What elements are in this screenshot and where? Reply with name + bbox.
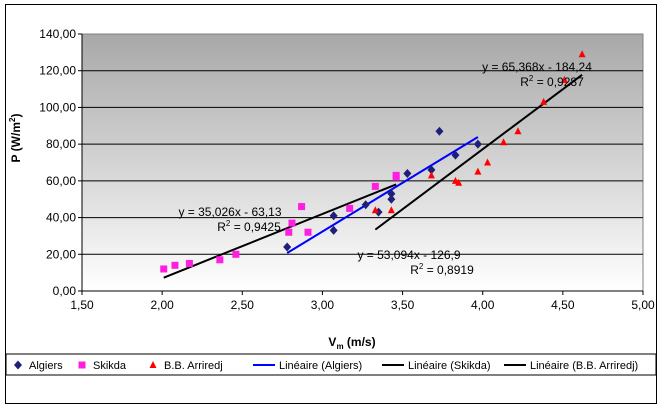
data-point	[361, 200, 370, 210]
y-tick-label: 0,00	[53, 284, 77, 298]
legend-label: Linéaire (B.B. Arriredj)	[530, 360, 638, 372]
data-point	[451, 150, 460, 160]
legend-label: Algiers	[29, 360, 63, 372]
x-axis-label-main: V	[328, 335, 336, 349]
y-axis-label-sup: 2	[8, 117, 17, 122]
data-point	[514, 127, 522, 135]
trendline-equation: y = 65,368x - 184,24	[482, 60, 592, 74]
y-tick-label: 80,00	[46, 137, 76, 151]
data-point	[387, 206, 395, 214]
data-point	[285, 228, 293, 236]
data-point	[578, 50, 586, 58]
chart-frame: 0,00 20,00 40,00 60,00 80,00 100,00 120,00 140,…	[5, 4, 657, 404]
legend-label: Skikda	[93, 360, 127, 372]
r-squared-prefix: R	[520, 75, 529, 89]
x-tick-label: 1,50	[70, 298, 94, 312]
y-tick-label: 60,00	[46, 174, 76, 188]
r-squared-prefix: R	[410, 263, 419, 277]
data-point	[403, 169, 412, 179]
tick-labels: 0,00 20,00 40,00 60,00 80,00 100,00 120,00 140,…	[39, 27, 655, 312]
data-point	[371, 182, 379, 190]
data-point	[455, 178, 463, 186]
y-tick-label: 40,00	[46, 211, 76, 225]
data-point	[392, 171, 400, 179]
legend-label: B.B. Arriredj	[164, 360, 223, 372]
legend-marker	[78, 361, 86, 369]
trendline-equation: y = 53,094x - 126,9	[357, 248, 460, 262]
r-squared-sup: 2	[529, 74, 534, 83]
y-tick-label: 100,00	[39, 100, 76, 114]
y-tick-label: 140,00	[39, 27, 76, 41]
x-tick-label: 2,50	[231, 298, 255, 312]
legend-marker	[149, 361, 157, 368]
data-point	[216, 256, 224, 264]
trendline-r-squared: R2 = 0,9425	[217, 219, 281, 234]
r-squared-value: = 0,9425	[230, 220, 281, 234]
trendline-r-squared: R2 = 0,8919	[410, 262, 474, 277]
x-tick-label: 3,50	[391, 298, 415, 312]
x-axis-label-unit: (m/s)	[344, 335, 376, 349]
data-point	[474, 167, 482, 175]
data-point	[329, 211, 338, 221]
x-axis-label-sub: m	[336, 342, 343, 351]
legend-label: Linéaire (Algiers)	[279, 360, 362, 372]
data-point	[329, 225, 338, 235]
x-axis-label: Vm (m/s)	[328, 335, 375, 351]
r-squared-value: = 0,9287	[533, 75, 584, 89]
legend-label: Linéaire (Skikda)	[408, 360, 491, 372]
data-point	[500, 138, 508, 146]
data-point	[185, 259, 193, 267]
plot-area	[81, 33, 644, 292]
x-tick-label: 4,50	[551, 298, 575, 312]
data-point	[298, 203, 306, 211]
data-point	[427, 171, 435, 179]
trendline	[163, 183, 397, 279]
data-point	[171, 261, 179, 269]
data-point	[473, 139, 482, 149]
trendline-r-squared: R2 = 0,9287	[520, 74, 584, 89]
r-squared-value: = 0,8919	[423, 263, 474, 277]
data-point	[435, 126, 444, 136]
y-axis-label-main: P (W/m	[9, 122, 23, 162]
data-point	[160, 265, 168, 273]
y-axis-label-end: )	[9, 114, 23, 118]
trendline-equation: y = 35,026x - 63,13	[178, 205, 281, 219]
r-squared-sup: 2	[226, 219, 231, 228]
data-points	[160, 50, 586, 273]
data-point	[283, 242, 292, 252]
x-tick-label: 3,00	[311, 298, 335, 312]
data-point	[288, 219, 296, 227]
r-squared-sup: 2	[419, 262, 424, 271]
data-point	[560, 75, 568, 83]
x-tick-label: 4,00	[471, 298, 495, 312]
data-point	[371, 206, 379, 214]
data-point	[427, 165, 436, 175]
data-point	[346, 204, 354, 212]
y-tick-label: 20,00	[46, 247, 76, 261]
r-squared-prefix: R	[217, 220, 226, 234]
y-axis-label: P (W/m2)	[8, 114, 23, 163]
data-point	[484, 158, 492, 166]
chart: 0,00 20,00 40,00 60,00 80,00 100,00 120,00 140,…	[5, 27, 657, 376]
data-point	[232, 250, 240, 258]
data-point	[387, 189, 396, 199]
x-tick-label: 2,00	[150, 298, 174, 312]
data-point	[304, 228, 312, 236]
trendlines	[163, 74, 583, 279]
y-tick-label: 120,00	[39, 64, 76, 78]
gridlines	[78, 33, 644, 295]
data-point	[540, 97, 548, 105]
trendline	[374, 74, 583, 231]
legend-marker	[14, 360, 22, 370]
x-tick-label: 5,00	[631, 298, 655, 312]
data-point	[387, 194, 396, 204]
legend: Algiers Skikda B.B. Arriredj Linéaire (Algi…	[5, 353, 657, 376]
trendline	[286, 136, 479, 254]
